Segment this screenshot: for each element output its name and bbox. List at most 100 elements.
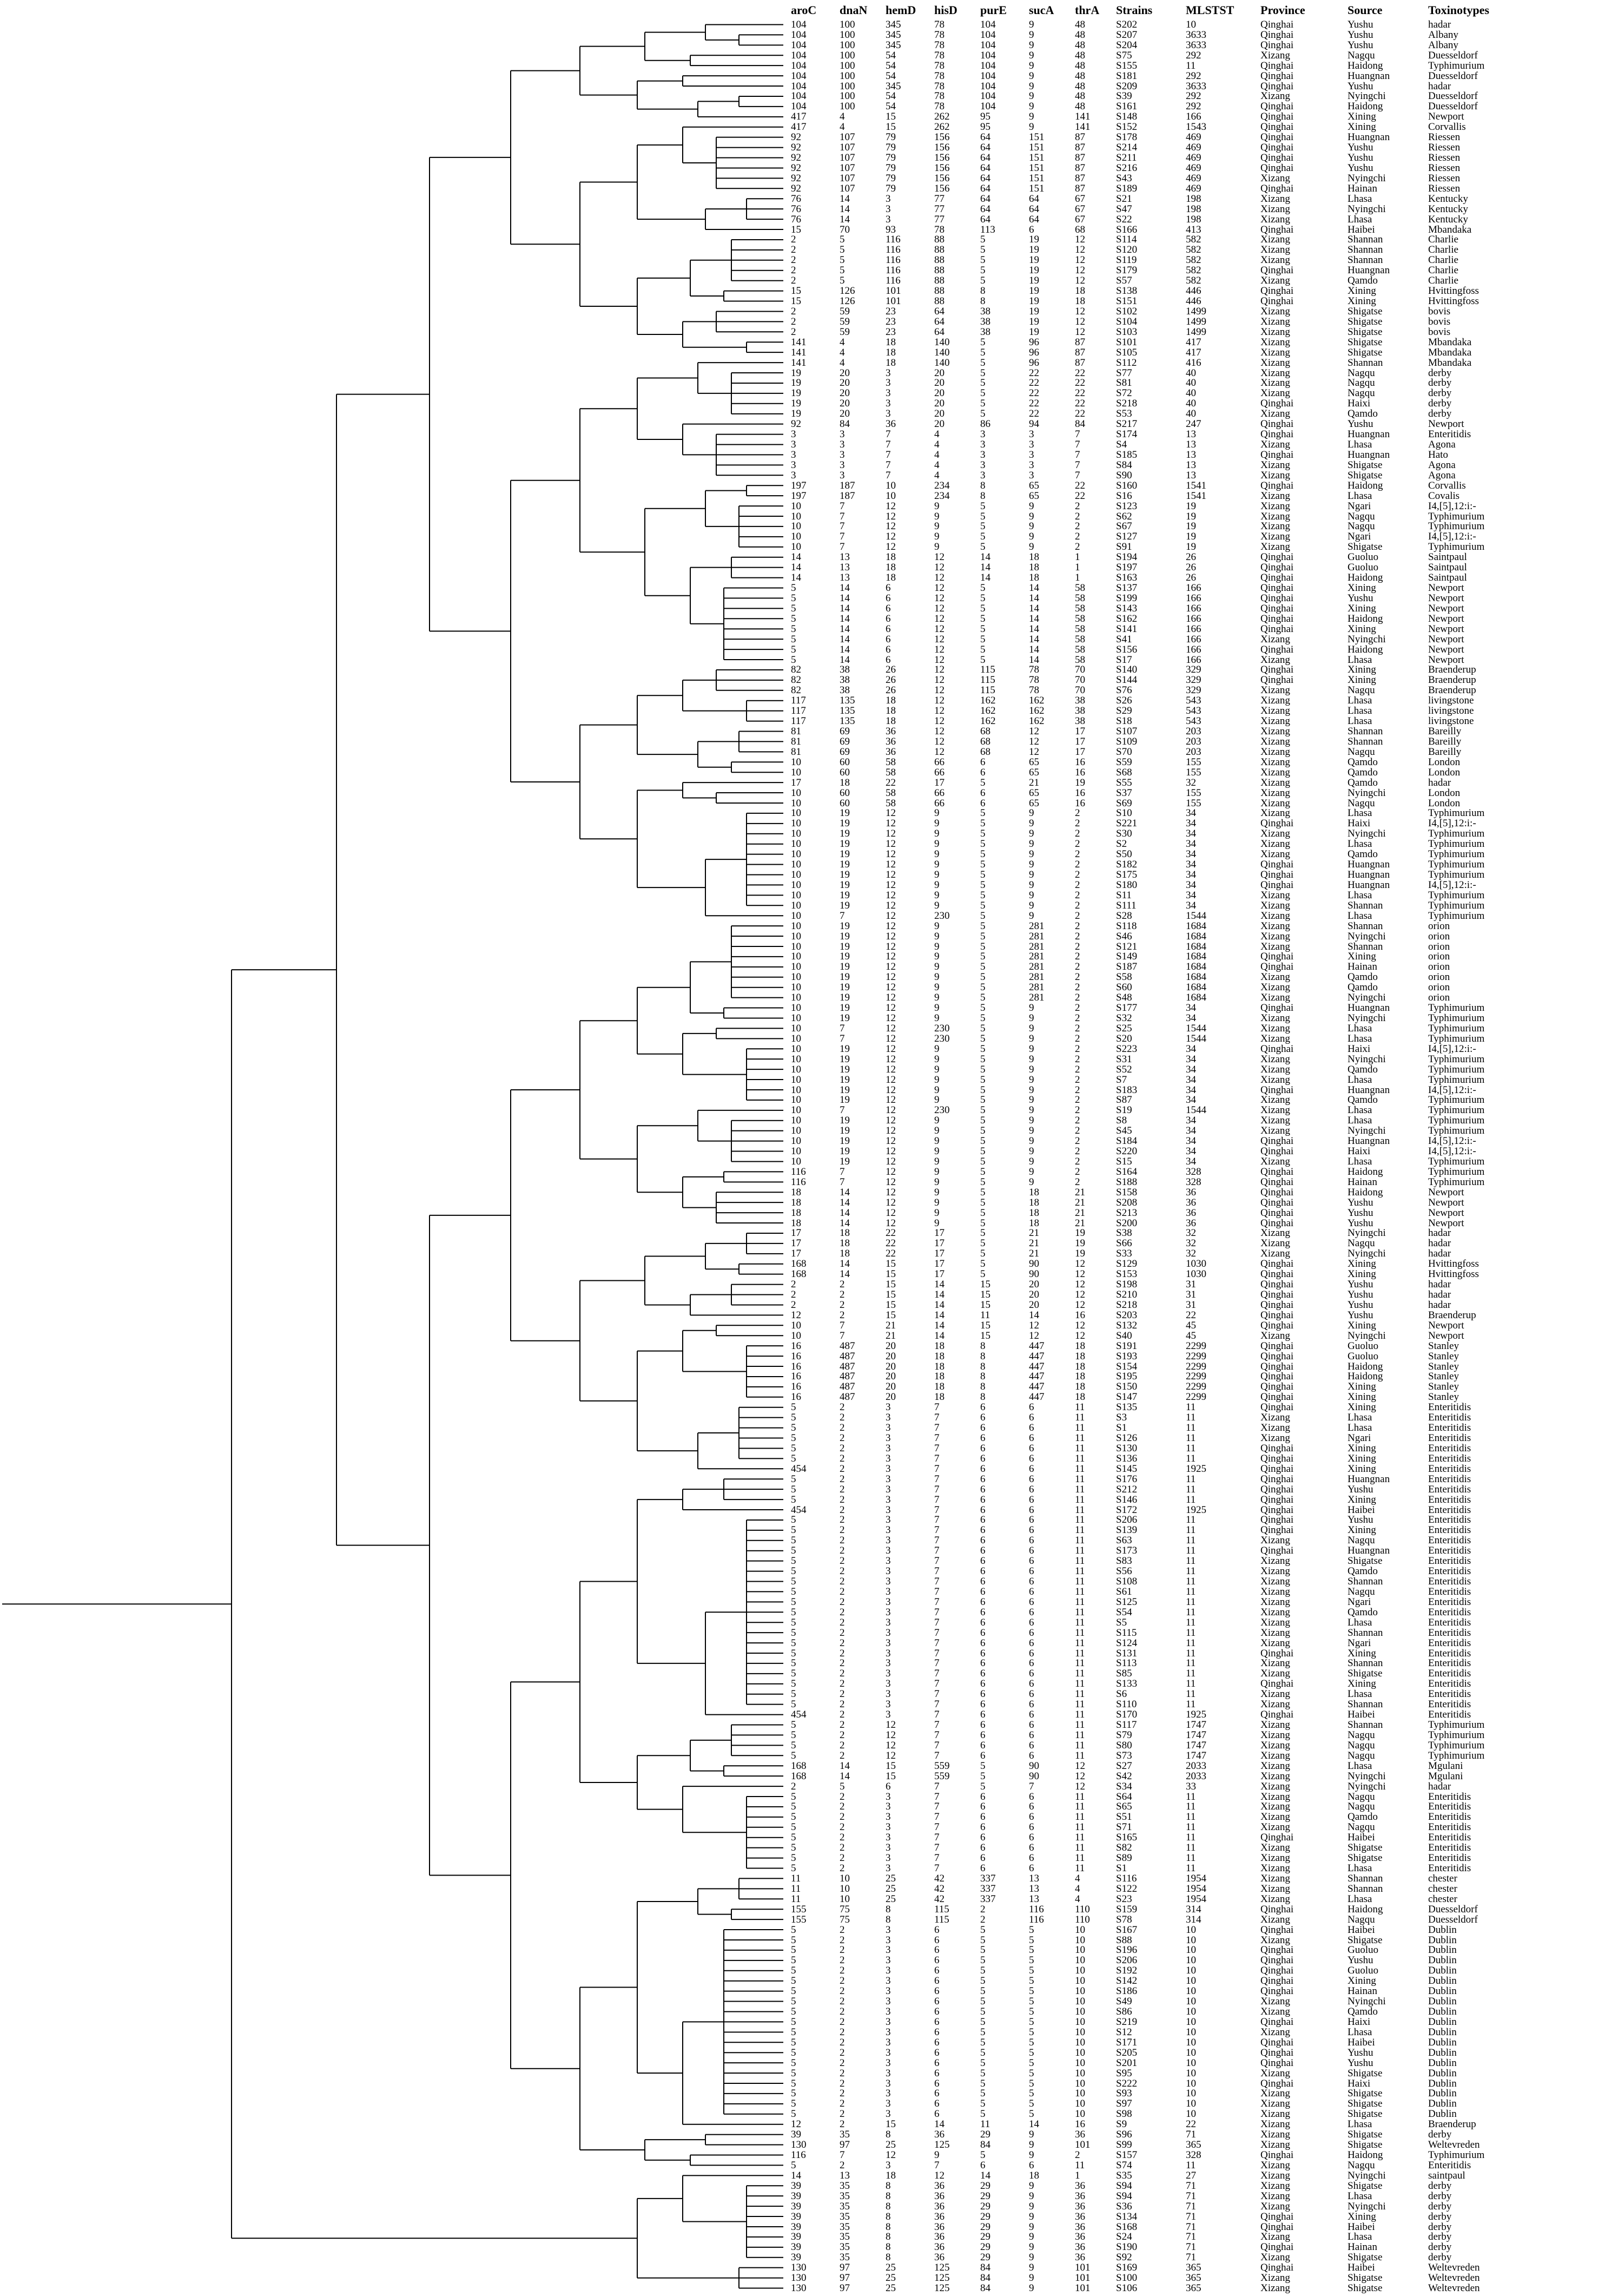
table-cell: Xizang: [1260, 1893, 1290, 1905]
table-cell: 65: [1029, 797, 1039, 809]
table-cell: 21: [1075, 1217, 1085, 1229]
table-cell: Dublin: [1428, 1975, 1457, 1987]
table-cell: 9: [1029, 1032, 1034, 1044]
table-cell: 6: [1029, 1801, 1034, 1813]
table-cell: livingstone: [1428, 705, 1474, 717]
table-row: 39 35 8 36 29 9 36 S94 71 Xizang Shigatse derby: [0, 2180, 1598, 2192]
table-row: 5 2 3 6 5 5 10 S186 10 Qinghai Hainan Dublin: [0, 1986, 1598, 1997]
table-cell: Qinghai: [1260, 1319, 1294, 1331]
table-row: 92 107 79 156 64 151 87 S189 469 Qinghai Hainan Rie…: [0, 183, 1598, 194]
table-cell: Newport: [1428, 111, 1464, 123]
table-cell: 5: [980, 889, 986, 901]
table-cell: 14: [840, 193, 850, 205]
table-cell: S164: [1116, 1166, 1138, 1177]
table-cell: Xining: [1348, 674, 1376, 686]
table-cell: Nyingchi: [1348, 203, 1386, 215]
table-cell: 18: [1029, 551, 1039, 563]
table-cell: 12: [886, 541, 896, 553]
table-cell: Weltevreden: [1428, 2272, 1480, 2284]
table-cell: Xizang: [1260, 807, 1290, 819]
table-cell: 5: [1029, 2088, 1034, 2100]
table-cell: 3: [886, 1565, 891, 1577]
table-cell: 12: [934, 674, 945, 686]
table-row: 5 2 3 6 5 5 10 S219 10 Qinghai Haixi Dublin: [0, 2016, 1598, 2028]
table-cell: Qinghai: [1260, 70, 1294, 82]
table-cell: 7: [840, 521, 845, 532]
table-cell: Nagqu: [1348, 1586, 1375, 1597]
table-cell: Xizang: [1260, 2067, 1290, 2079]
table-cell: S20: [1116, 1032, 1132, 1044]
table-cell: 7: [934, 1678, 940, 1690]
table-cell: 9: [934, 1002, 940, 1014]
table-cell: 2: [840, 1289, 845, 1301]
table-cell: Xizang: [1260, 1801, 1290, 1813]
table-cell: 6: [980, 1504, 986, 1516]
table-cell: 14: [791, 551, 801, 563]
table-row: 141 4 18 140 5 96 87 S112 416 Xizang Shannan Mbanda…: [0, 357, 1598, 369]
table-cell: 2: [840, 1637, 845, 1649]
table-cell: Nyingchi: [1348, 1012, 1386, 1024]
table-cell: Haidong: [1348, 1166, 1383, 1177]
table-cell: 6: [1029, 1565, 1034, 1577]
table-cell: 5: [791, 654, 796, 666]
table-cell: 2: [840, 1473, 845, 1485]
table-cell: 9: [1029, 111, 1034, 123]
table-row: 16 487 20 18 8 447 18 S195 2299 Qinghai Haidong Sta…: [0, 1371, 1598, 1382]
table-cell: 5: [980, 602, 986, 614]
table-cell: Qinghai: [1260, 2262, 1294, 2274]
table-cell: 11: [1075, 1709, 1085, 1721]
table-cell: Lhasa: [1348, 1022, 1372, 1034]
table-cell: 2: [1075, 869, 1080, 881]
table-row: 116 7 12 9 5 9 2 S157 328 Qinghai Haidong Typhimuri…: [0, 2150, 1598, 2161]
table-cell: 1684: [1186, 992, 1206, 1004]
table-cell: 2: [840, 1442, 845, 1454]
table-cell: S21: [1116, 193, 1132, 205]
table-cell: orion: [1428, 982, 1450, 994]
table-row: 141 4 18 140 5 96 87 S105 417 Xizang Shigatse Mband…: [0, 347, 1598, 358]
table-cell: 48: [1075, 39, 1085, 51]
table-cell: Qinghai: [1260, 1463, 1294, 1475]
table-cell: 6: [980, 1821, 986, 1833]
table-cell: 12: [934, 633, 945, 645]
table-cell: 10: [791, 859, 801, 871]
table-cell: 10: [840, 1893, 850, 1905]
table-cell: 16: [791, 1391, 801, 1403]
table-cell: Yushu: [1348, 2047, 1374, 2058]
table-cell: London: [1428, 756, 1461, 768]
table-cell: Qinghai: [1260, 1965, 1294, 1977]
table-cell: 12: [1029, 746, 1039, 758]
table-cell: S174: [1116, 429, 1138, 440]
table-cell: 5: [980, 1022, 986, 1034]
table-cell: 16: [1075, 766, 1085, 778]
table-cell: Typhimurium: [1428, 1115, 1485, 1127]
table-cell: Qinghai: [1260, 29, 1294, 41]
table-cell: 2: [1075, 2149, 1080, 2161]
table-cell: 64: [1029, 193, 1039, 205]
table-cell: Qinghai: [1260, 1135, 1294, 1147]
table-cell: 3: [886, 2159, 891, 2171]
table-cell: 8: [980, 295, 986, 307]
table-cell: 22: [1075, 490, 1085, 502]
table-cell: 281: [1029, 992, 1045, 1004]
table-cell: Enteritidis: [1428, 1483, 1471, 1495]
table-cell: Haidong: [1348, 1186, 1383, 1198]
table-cell: 20: [886, 1350, 896, 1362]
table-cell: 1544: [1186, 1032, 1206, 1044]
table-cell: 166: [1186, 592, 1201, 604]
table-cell: 5: [980, 992, 986, 1004]
table-cell: Qinghai: [1260, 2047, 1294, 2058]
table-cell: 1684: [1186, 940, 1206, 952]
table-cell: 3: [886, 2057, 891, 2069]
table-cell: 104: [980, 90, 996, 102]
table-cell: 6: [934, 1975, 940, 1987]
table-cell: 4: [840, 357, 845, 369]
table-cell: S179: [1116, 265, 1138, 277]
table-cell: 18: [886, 357, 896, 369]
table-cell: 151: [1029, 131, 1045, 143]
table-cell: Xining: [1348, 1678, 1376, 1690]
table-cell: 2: [791, 275, 796, 287]
table-cell: 71: [1186, 2231, 1196, 2243]
table-cell: 11: [1186, 1832, 1196, 1844]
table-cell: Qinghai: [1260, 674, 1294, 686]
